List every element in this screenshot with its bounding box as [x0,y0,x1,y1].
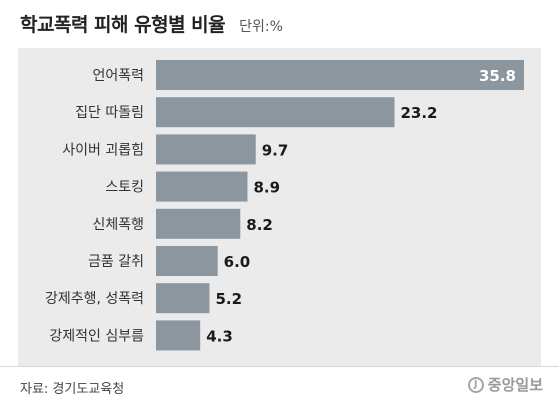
value-label: 8.2 [246,216,273,234]
value-label: 9.7 [262,141,289,159]
bar [156,208,241,239]
bar [156,283,210,314]
source-note: 자료: 경기도교육청 [20,382,125,397]
bar [156,134,256,165]
value-label: 23.2 [400,104,437,122]
bar [156,171,248,202]
value-label: 8.9 [253,179,280,197]
unit-label: 단위:% [239,19,283,35]
publisher-logo: J 중앙일보 [467,374,543,395]
chart-header: 학교폭력 피해 유형별 비율 단위:% [20,10,283,44]
chart-title: 학교폭력 피해 유형별 비율 [20,14,226,36]
category-label: 언어폭력 [92,68,144,84]
bar [156,246,218,276]
bar [156,60,524,90]
bar [156,97,395,128]
logo-mark-icon: J [467,376,484,393]
category-label: 스토킹 [105,180,144,196]
category-label: 금품 갈취 [88,254,144,270]
category-label: 집단 따돌림 [75,105,144,121]
value-label: 6.0 [224,253,251,271]
value-label: 5.2 [215,290,242,308]
logo-text: 중앙일보 [487,376,543,394]
footer-divider [0,366,559,367]
category-label: 강제추행, 성폭력 [45,291,144,307]
category-label: 신체폭행 [92,217,144,233]
category-label: 강제적인 심부름 [49,328,144,344]
bar-chart: 언어폭력 35.8 집단 따돌림 23.2 사이버 괴롭힘 9.7 스토킹 8.9 신체폭행 8.… [45,60,524,351]
bar [156,320,201,351]
category-label: 사이버 괴롭힘 [62,142,144,158]
value-label: 4.3 [206,327,233,345]
value-label: 35.8 [479,67,516,85]
